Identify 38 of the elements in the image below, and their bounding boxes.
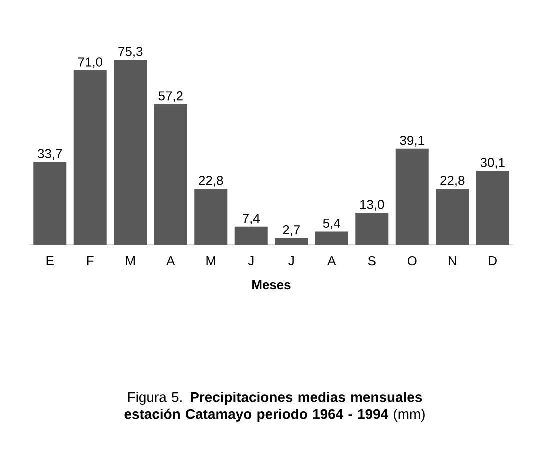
data-label: 57,2 <box>158 92 183 102</box>
bar <box>315 232 348 245</box>
data-label: 5,4 <box>323 218 341 230</box>
bar <box>275 238 308 245</box>
data-label: 13,0 <box>360 200 384 211</box>
x-tick-label: F <box>87 256 94 266</box>
bar <box>356 213 389 245</box>
data-label: 2,7 <box>283 225 300 236</box>
x-tick-label: E <box>46 256 54 266</box>
data-label: 22,8 <box>440 176 465 187</box>
x-tick-label: O <box>408 256 417 266</box>
x-tick-label: D <box>489 256 497 266</box>
data-label: 75,3 <box>118 47 143 58</box>
bar <box>396 148 429 245</box>
bar <box>114 60 148 245</box>
data-label: 33,7 <box>38 149 62 160</box>
x-tick-label: J <box>288 256 294 266</box>
x-tick-label: A <box>166 256 176 266</box>
data-label: 30,1 <box>480 158 505 169</box>
x-tick-label: M <box>126 256 135 266</box>
bar <box>194 188 228 245</box>
bar <box>34 162 67 245</box>
x-tick-label: M <box>206 256 216 266</box>
bar <box>436 188 470 245</box>
bar <box>476 171 510 245</box>
x-tick-label: N <box>449 256 456 266</box>
x-tick-label: J <box>248 256 254 266</box>
data-label: 7,4 <box>243 214 260 225</box>
bar <box>234 226 268 245</box>
x-tick-label: A <box>328 256 336 266</box>
data-label: 22,8 <box>199 176 224 187</box>
data-label: 71,0 <box>78 58 102 68</box>
text: Figura 5. Precipitaciones medias mensuales estación Catamayo periodo 1964 - 1994 (mm) <box>124 392 425 422</box>
bar <box>74 70 107 245</box>
x-tick-label: S <box>368 256 376 266</box>
bar <box>154 104 188 245</box>
data-label: 39,1 <box>400 136 424 147</box>
x-axis-title: Meses <box>252 280 291 290</box>
